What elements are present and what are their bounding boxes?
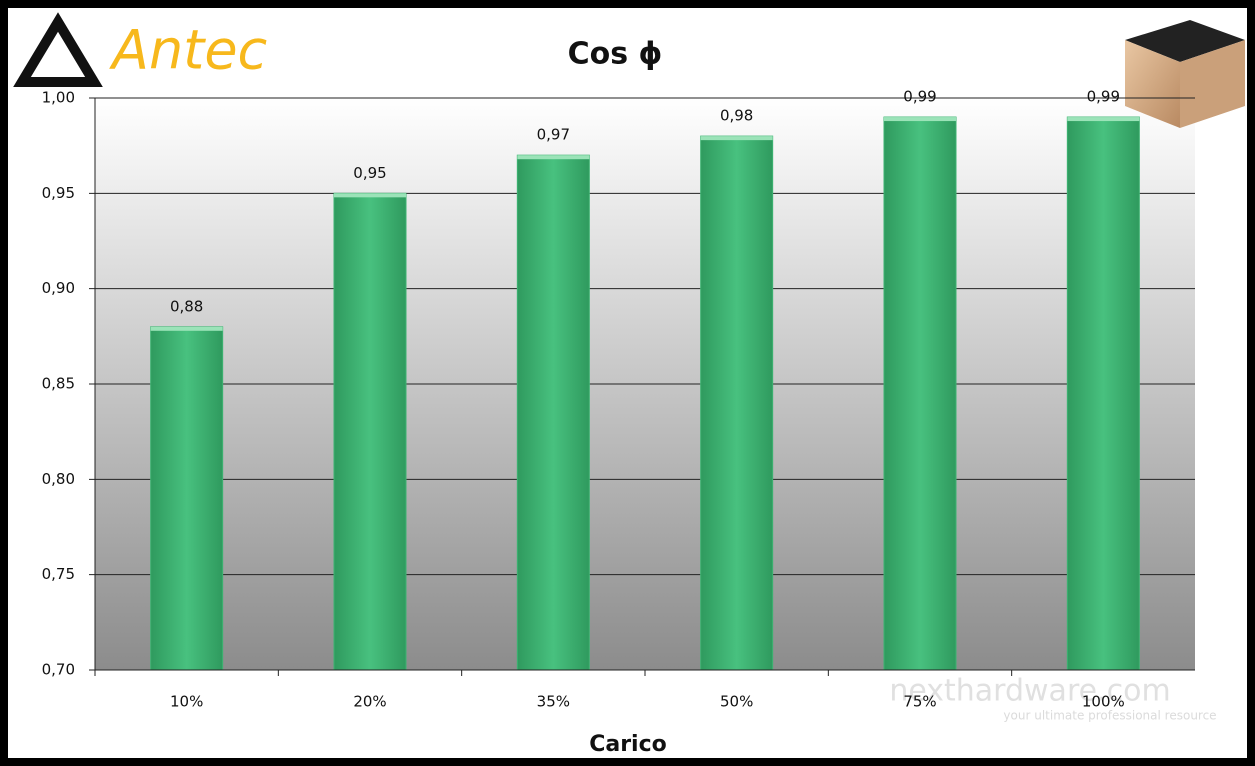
product-image — [1125, 20, 1245, 128]
y-tick-label: 0,80 — [42, 470, 75, 488]
bar — [1066, 116, 1140, 671]
bar-highlight — [334, 193, 406, 198]
watermark-brand: nexthardware.com — [889, 674, 1170, 709]
x-tick-label: 20% — [353, 693, 386, 711]
logo-text: Antec — [109, 19, 267, 82]
watermark-tagline: your ultimate professional resource — [1003, 709, 1216, 723]
x-tick-label: 10% — [170, 693, 203, 711]
bar-highlight — [884, 117, 956, 122]
x-tick-label: 75% — [903, 693, 936, 711]
x-axis-title: Carico — [589, 732, 667, 757]
product-side — [1125, 40, 1180, 128]
y-tick-label: 0,75 — [42, 565, 75, 583]
bar — [700, 135, 774, 671]
x-tick-label: 35% — [537, 693, 570, 711]
data-label: 0,98 — [720, 107, 753, 125]
y-tick-label: 0,70 — [42, 661, 75, 679]
product-front — [1180, 40, 1245, 128]
bar — [333, 192, 407, 671]
x-tick-label: 50% — [720, 693, 753, 711]
bar — [150, 326, 224, 671]
bar-highlight — [150, 326, 223, 331]
data-label: 0,95 — [353, 164, 386, 182]
x-tick-label: 100% — [1082, 693, 1125, 711]
y-tick-label: 0,95 — [42, 184, 75, 202]
bar-highlight — [517, 155, 590, 160]
y-tick-label: 1,00 — [42, 89, 75, 107]
chart-title: Cos ϕ — [568, 37, 663, 72]
bar — [883, 116, 957, 671]
product-top — [1125, 20, 1245, 62]
y-tick-label: 0,90 — [42, 279, 75, 297]
bar-highlight — [1067, 117, 1140, 122]
data-label: 0,99 — [1087, 88, 1120, 106]
data-label: 0,99 — [903, 88, 936, 106]
y-tick-label: 0,85 — [42, 375, 75, 393]
bar — [516, 154, 590, 671]
data-label: 0,97 — [537, 126, 570, 144]
logo-mark — [13, 12, 103, 87]
logo: Antec — [13, 12, 267, 87]
bar-highlight — [700, 136, 773, 141]
data-label: 0,88 — [170, 297, 203, 315]
